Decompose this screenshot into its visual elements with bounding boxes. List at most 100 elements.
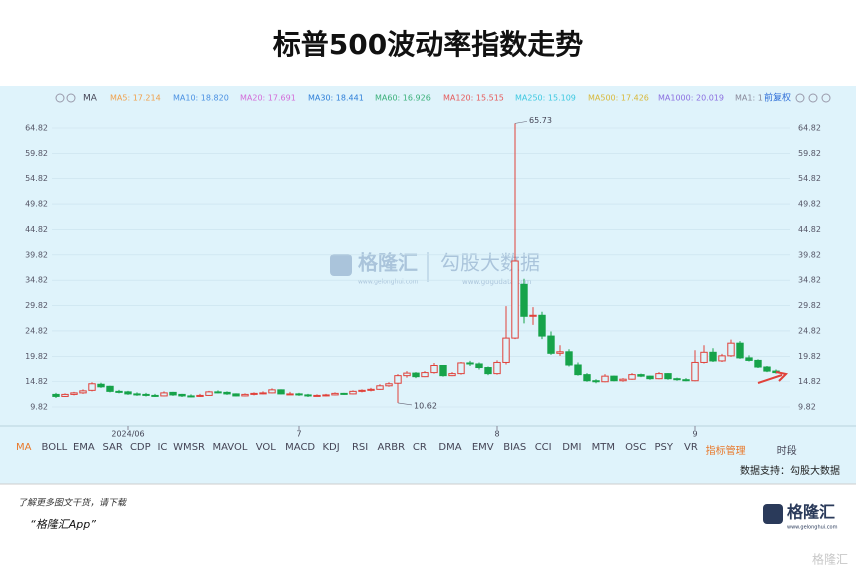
candle-body [466, 362, 474, 365]
candle-body [421, 372, 429, 378]
indicator-tab[interactable]: VOL [255, 442, 276, 453]
candle-body [133, 393, 141, 396]
mode-label[interactable]: MA [83, 94, 98, 104]
indicator-bar: MA BOLL EMA SAR CDP IC WMSR MAVOL VOL MACD KDJ RSI A… [16, 442, 816, 457]
indicator-tab[interactable]: MA [16, 442, 32, 453]
candle-body [718, 355, 726, 362]
y-tick-label: 14.82 [25, 377, 48, 386]
candle-body [277, 389, 285, 395]
legend-item: MA500: 17.426 [588, 94, 649, 103]
y-tick-label-right: 34.82 [798, 276, 821, 285]
y-tick-label-right: 54.82 [798, 174, 821, 183]
candle-body [439, 364, 447, 377]
candle-body [529, 314, 537, 317]
indicator-tab[interactable]: CDP [129, 442, 151, 453]
candle-body [700, 351, 708, 363]
x-tick-label: 7 [296, 430, 301, 439]
legend-item: MA10: 18.820 [173, 94, 229, 103]
y-tick-label: 54.82 [25, 174, 48, 183]
trend-arrow [757, 371, 789, 384]
x-tick-label: 9 [692, 430, 697, 439]
eye-icon[interactable] [66, 93, 76, 103]
indicator-tab[interactable]: OSC [625, 442, 647, 453]
indicator-tab[interactable]: MAVOL [212, 442, 248, 453]
candle-body [430, 364, 438, 374]
indicator-tab[interactable]: BOLL [41, 442, 68, 453]
candle-body [628, 374, 636, 380]
indicator-tab[interactable]: BIAS [503, 442, 527, 453]
candle-body [349, 390, 357, 395]
zoom-in[interactable] [795, 93, 805, 103]
indicator-tab[interactable]: CCI [534, 442, 552, 453]
indicator-tab[interactable]: CR [412, 442, 427, 453]
indicator-tab[interactable]: EMA [72, 442, 95, 453]
candle-body [412, 372, 420, 378]
reset[interactable] [821, 93, 831, 103]
candle-body [664, 373, 672, 380]
candle-body [520, 283, 528, 317]
candle-body [169, 391, 177, 396]
candle-body [709, 351, 717, 362]
min-label: 10.62 [414, 401, 437, 410]
legend-item: MA250: 15.109 [515, 94, 576, 103]
candle-body [304, 394, 312, 397]
indicator-tab[interactable]: DMA [438, 442, 462, 453]
indicator-tab[interactable]: MACD [285, 442, 316, 453]
indicator-tab[interactable]: SAR [102, 442, 123, 453]
candle-body [367, 388, 375, 391]
candle-body [214, 391, 222, 394]
candle-body [52, 393, 60, 397]
indicator-tab[interactable]: ARBR [377, 442, 406, 453]
candle-body [493, 361, 501, 375]
candle-body [88, 383, 96, 391]
logo-mark [763, 504, 783, 524]
indicator-tab[interactable]: EMV [471, 442, 494, 453]
indicator-tab[interactable]: PSY [654, 442, 674, 453]
indicator-tab[interactable]: KDJ [322, 442, 340, 453]
footer-line1: 了解更多图文干货，请下载 [18, 498, 127, 509]
footer-line2: “格隆汇App” [30, 518, 96, 531]
indicator-tab[interactable]: RSI [351, 442, 369, 453]
y-tick-label: 34.82 [25, 276, 48, 285]
indicator-tab[interactable]: MTM [591, 442, 616, 453]
watermark-logo [330, 254, 352, 276]
indicator-tab[interactable]: IC [157, 442, 168, 453]
candle-body [151, 394, 159, 397]
min-pointer [397, 402, 413, 406]
watermark-brand: 格隆汇 [358, 251, 418, 275]
y-tick-label: 29.82 [25, 301, 48, 310]
candle-body [691, 361, 699, 382]
candle-body [79, 390, 87, 394]
settings-icon[interactable] [55, 93, 65, 103]
y-tick-label-right: 44.82 [798, 225, 821, 234]
indicator-tab[interactable]: 指标管理 [705, 446, 746, 457]
indicator-tab[interactable]: WMSR [173, 442, 205, 453]
y-tick-label-right: 29.82 [798, 301, 821, 310]
adjust-button[interactable]: 前复权 [764, 92, 791, 104]
candle-body [448, 373, 456, 377]
candle-body [475, 363, 483, 369]
candle-body [763, 366, 771, 372]
candle-body [403, 372, 411, 377]
watermark-data-site: www.gogudata.com [462, 278, 531, 286]
candle-body [646, 375, 654, 380]
candle-body [574, 364, 582, 376]
candle-body [97, 383, 105, 388]
candle-body [250, 392, 258, 395]
candle-body [673, 378, 681, 381]
chart-background [0, 86, 856, 484]
candle-body [601, 375, 609, 383]
candle-body [232, 393, 240, 397]
candle-body [727, 342, 735, 357]
indicator-tab[interactable]: VR [684, 442, 698, 453]
candle-body [592, 380, 600, 383]
candle-body [547, 335, 555, 354]
candle-body [286, 393, 294, 396]
candle-body [619, 378, 627, 382]
indicator-tab[interactable]: 时段 [776, 446, 797, 457]
candle-body [106, 385, 114, 392]
indicator-tab[interactable]: DMI [562, 442, 582, 453]
candle-body [313, 394, 321, 397]
zoom-out[interactable] [808, 93, 818, 103]
